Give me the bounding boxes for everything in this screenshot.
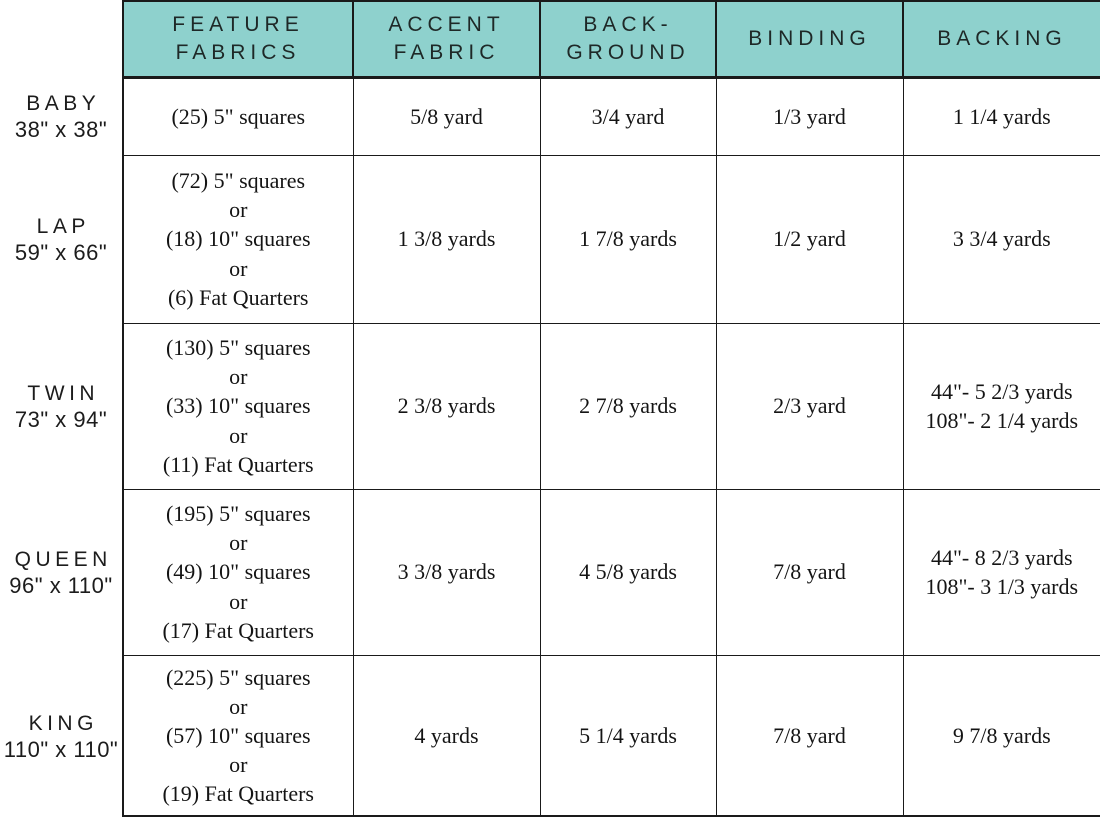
table-row-lap: (72) 5" squares or (18) 10" squares or (… [122,154,1100,324]
column-header-background: BACK- GROUND [539,0,717,79]
cell-lap-accent-fabric: 1 3/8 yards [352,154,541,324]
column-header-feature-fabrics: FEATURE FABRICS [122,0,354,79]
cell-king-accent-fabric: 4 yards [352,654,541,817]
cell-baby-background: 3/4 yard [539,76,717,156]
cell-queen-feature-fabrics: (195) 5" squares or (49) 10" squares or … [122,488,354,656]
cell-baby-feature-fabrics: (25) 5" squares [122,76,354,156]
cell-queen-accent-fabric: 3 3/8 yards [352,488,541,656]
quilt-size-dimensions: 96" x 110" [9,572,113,598]
cell-twin-binding: 2/3 yard [715,322,904,490]
row-label-twin: TWIN 73" x 94" [0,324,122,490]
cell-queen-binding: 7/8 yard [715,488,904,656]
cell-twin-background: 2 7/8 yards [539,322,717,490]
quilt-size-name: QUEEN [14,547,112,571]
cell-king-binding: 7/8 yard [715,654,904,817]
column-header-accent-fabric: ACCENT FABRIC [352,0,541,79]
cell-twin-backing: 44"- 5 2/3 yards 108"- 2 1/4 yards [902,322,1100,490]
cell-baby-backing: 1 1/4 yards [902,76,1100,156]
cell-baby-binding: 1/3 yard [715,76,904,156]
cell-queen-backing: 44"- 8 2/3 yards 108"- 3 1/3 yards [902,488,1100,656]
quilt-size-name: TWIN [27,381,100,405]
row-label-king: KING 110" x 110" [0,656,122,819]
cell-lap-binding: 1/2 yard [715,154,904,324]
cell-king-feature-fabrics: (225) 5" squares or (57) 10" squares or … [122,654,354,817]
quilt-size-dimensions: 73" x 94" [14,406,108,432]
cell-lap-backing: 3 3/4 yards [902,154,1100,324]
row-labels-column: BABY 38" x 38" LAP 59" x 66" TWIN 73" x … [0,0,122,819]
cell-king-background: 5 1/4 yards [539,654,717,817]
row-label-baby: BABY 38" x 38" [0,78,122,156]
column-header-backing: BACKING [902,0,1100,79]
table-row-king: (225) 5" squares or (57) 10" squares or … [122,654,1100,817]
table-header-row: FEATURE FABRICS ACCENT FABRIC BACK- GROU… [122,0,1100,79]
row-label-queen: QUEEN 96" x 110" [0,490,122,656]
table-row-twin: (130) 5" squares or (33) 10" squares or … [122,322,1100,490]
cell-twin-feature-fabrics: (130) 5" squares or (33) 10" squares or … [122,322,354,490]
row-label-spacer [0,0,122,78]
column-header-binding: BINDING [715,0,904,79]
row-label-lap: LAP 59" x 66" [0,156,122,324]
yardage-table: FEATURE FABRICS ACCENT FABRIC BACK- GROU… [122,0,1100,817]
cell-baby-accent-fabric: 5/8 yard [352,76,541,156]
quilt-size-name: KING [28,712,98,735]
quilt-size-dimensions: 38" x 38" [14,116,108,142]
quilt-size-name: BABY [26,91,101,115]
cell-king-backing: 9 7/8 yards [902,654,1100,817]
quilt-size-dimensions: 59" x 66" [14,239,108,265]
table-row-queen: (195) 5" squares or (49) 10" squares or … [122,488,1100,656]
quilt-size-name: LAP [36,214,90,238]
cell-lap-feature-fabrics: (72) 5" squares or (18) 10" squares or (… [122,154,354,324]
quilt-size-dimensions: 110" x 110" [3,737,119,762]
table-row-baby: (25) 5" squares 5/8 yard 3/4 yard 1/3 ya… [122,76,1100,156]
cell-queen-background: 4 5/8 yards [539,488,717,656]
cell-twin-accent-fabric: 2 3/8 yards [352,322,541,490]
cell-lap-background: 1 7/8 yards [539,154,717,324]
